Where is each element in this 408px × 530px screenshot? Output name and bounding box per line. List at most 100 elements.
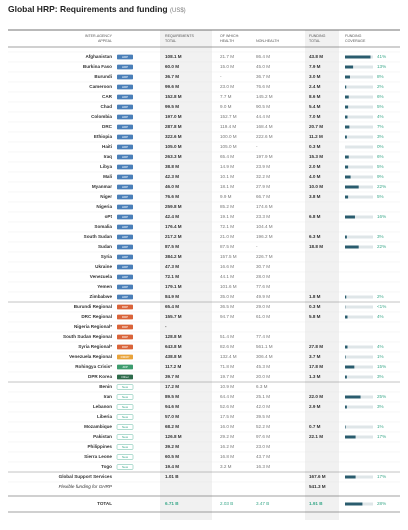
cell-total: 1.01 B: [165, 474, 179, 479]
appeal-name: Burundi Regional: [74, 304, 112, 309]
cell-funding: 17.8 M: [309, 364, 323, 369]
tag-badge: [117, 74, 133, 80]
coverage-label: 5%: [377, 194, 384, 199]
tag-label: New: [122, 385, 129, 389]
coverage-label: 15%: [377, 364, 386, 369]
tag-badge: [116, 424, 134, 430]
cell-total: 179.1 M: [165, 284, 182, 289]
cell-total: 76.6 M: [165, 194, 179, 199]
tag-badge: [116, 434, 134, 440]
cell-health: 64.4 M: [220, 394, 234, 399]
coverage-label: <1%: [377, 304, 386, 309]
cell-total: 57.0 M: [165, 414, 179, 419]
coverage-track: [345, 85, 373, 89]
coverage-bar: [345, 355, 346, 359]
coverage-bar: [345, 235, 347, 239]
tag-badge: [117, 114, 133, 120]
unit: (US$): [170, 8, 186, 14]
cell-health: 132.4 M: [220, 354, 237, 359]
coverage-label: 3%: [377, 374, 384, 379]
cell-health: 16.8 M: [220, 454, 234, 459]
coverage-bar: [345, 85, 347, 89]
tag-label: HRP: [122, 215, 128, 219]
tag-badge: [117, 94, 133, 100]
coverage-track: [345, 345, 373, 349]
cell-non-health: 97.6 M: [256, 434, 270, 439]
cell-health: 85.2 M: [220, 204, 234, 209]
coverage-label: 17%: [377, 434, 386, 439]
coverage-track: [345, 125, 373, 129]
cell-total: 105.0 M: [165, 144, 182, 149]
cell-non-health: 45.3 M: [256, 364, 270, 369]
cell-funding: 0.7 M: [309, 424, 321, 429]
appeal-name: DRC: [102, 124, 113, 129]
cell-non-health: 6.3 M: [256, 384, 268, 389]
cell-health: 51.4 M: [220, 334, 234, 339]
cell-non-health: 30.7 M: [256, 264, 270, 269]
cell-funding: 43.8 M: [309, 54, 323, 59]
appeal-name: Liberia: [97, 414, 113, 419]
coverage-track: [345, 75, 373, 79]
cell-total: 384.2 M: [165, 254, 182, 259]
tag-label: HRP: [122, 295, 128, 299]
tag-label: New: [122, 415, 129, 419]
coverage-track: [345, 95, 373, 99]
appeal-name: Sierra Leone: [84, 454, 112, 459]
cell-non-health: 42.0 M: [256, 404, 270, 409]
coverage-label: 1%: [377, 354, 384, 359]
coverage-label: 2%: [377, 294, 384, 299]
appeal-name: Mozambique: [84, 424, 112, 429]
tag-label: HRP: [122, 285, 128, 289]
appeal-name: South Sudan: [84, 234, 113, 239]
cell-non-health: 77.6 M: [256, 284, 270, 289]
cell-health: 21.7 M: [220, 54, 234, 59]
cell-total: 60.5 M: [165, 454, 179, 459]
tag-badge: [117, 284, 133, 290]
coverage-bar: [345, 365, 355, 369]
tag-label: New: [122, 455, 129, 459]
cell-total: 99.5 M: [165, 104, 179, 109]
tag-label: RRP: [122, 315, 128, 319]
tag-label: HRP: [122, 115, 128, 119]
coverage-bar: [345, 55, 371, 59]
cell-non-health: 20.0 M: [256, 374, 270, 379]
coverage-label: 4%: [377, 314, 384, 319]
cell-health: 72.1 M: [220, 224, 234, 229]
tag-label: New: [122, 435, 129, 439]
cell-non-health: 23.9 M: [256, 164, 270, 169]
appeal-name: Syria: [101, 254, 113, 259]
coverage-track: [345, 195, 373, 199]
cell-funding: 3.8 M: [309, 194, 321, 199]
tag-label: New: [122, 405, 129, 409]
coverage-track: [345, 145, 373, 149]
tag-badge: [116, 394, 134, 400]
tag-badge: [117, 354, 133, 360]
cell-non-health: 76.6 M: [256, 84, 270, 89]
coverage-label: 6%: [377, 154, 384, 159]
appeal-name: Burundi: [94, 74, 112, 79]
cell-funding: 3.0 M: [309, 74, 321, 79]
cell-funding: 3.7 M: [309, 354, 321, 359]
coverage-bar: [345, 195, 349, 199]
cell-non-health: 77.4 M: [256, 334, 270, 339]
appeal-name: DRC Regional: [81, 314, 112, 319]
tag-badge: [117, 344, 133, 350]
cell-non-health: 226.7 M: [256, 254, 273, 259]
cell-funding: 10.0 M: [309, 184, 323, 189]
coverage-bar: [345, 375, 347, 379]
appeal-name: Iraq: [104, 154, 113, 159]
appeal-name: Togo: [101, 464, 112, 469]
tag-badge: [117, 154, 133, 160]
tag-label: HRP: [122, 275, 128, 279]
cell-health: 71.8 M: [220, 364, 234, 369]
cell-total: 287.8 M: [165, 124, 182, 129]
cell-total: 197.0 M: [165, 114, 182, 119]
cell-total: 128.8 M: [165, 334, 182, 339]
tag-badge: [116, 464, 134, 470]
tag-badge: [117, 314, 133, 320]
coverage-track: [345, 105, 373, 109]
cell-total: 47.3 M: [165, 264, 179, 269]
tag-badge: [116, 444, 134, 450]
cell-total: 155.7 M: [165, 314, 182, 319]
cell-health: 15.0 M: [220, 64, 234, 69]
